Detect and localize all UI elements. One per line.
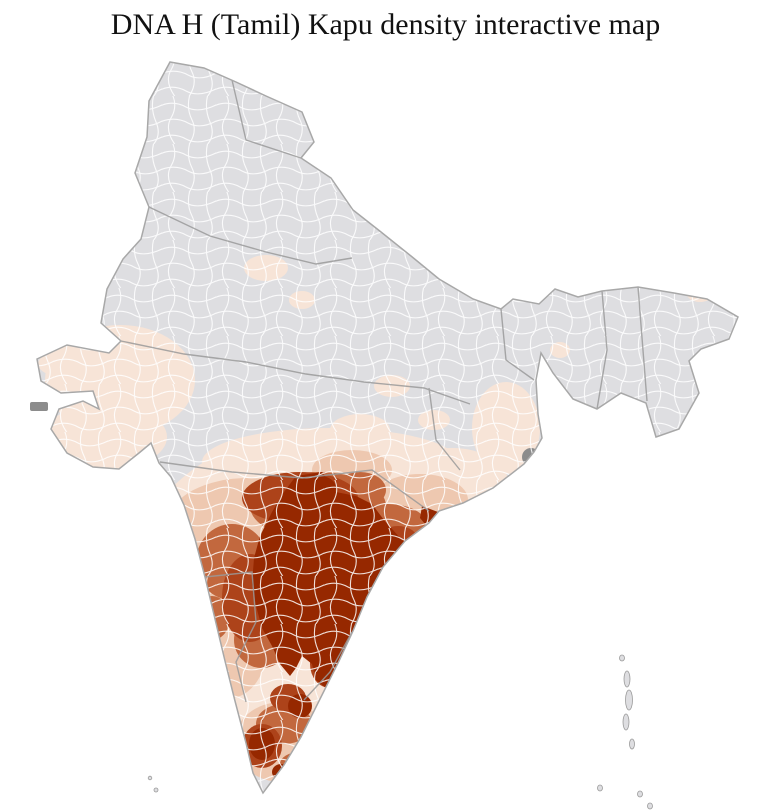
state-border-line [148,206,353,265]
andaman-nicobar-islands[interactable] [147,654,653,810]
state-borders [120,79,648,703]
island[interactable] [625,689,633,711]
island[interactable] [637,790,643,798]
island[interactable] [619,654,625,662]
state-border-line [637,286,648,402]
state-border-line [500,308,535,381]
state-border-line [204,571,257,703]
state-border-line [231,79,302,159]
state-border-line [428,387,461,471]
island[interactable] [597,784,603,792]
district-borders-overlay [37,62,738,793]
page-title: DNA H (Tamil) Kapu density interactive m… [110,8,661,41]
state-border-line [596,290,608,410]
marked-district-diu[interactable] [30,402,48,411]
island[interactable] [623,670,631,688]
island[interactable] [622,713,630,731]
island[interactable] [629,738,635,750]
district-cluster[interactable] [297,740,313,756]
state-border-line [303,631,353,701]
island[interactable] [147,775,153,781]
island[interactable] [153,787,159,793]
island[interactable] [647,802,653,810]
state-border-line [159,461,430,512]
state-border-line [120,340,471,405]
